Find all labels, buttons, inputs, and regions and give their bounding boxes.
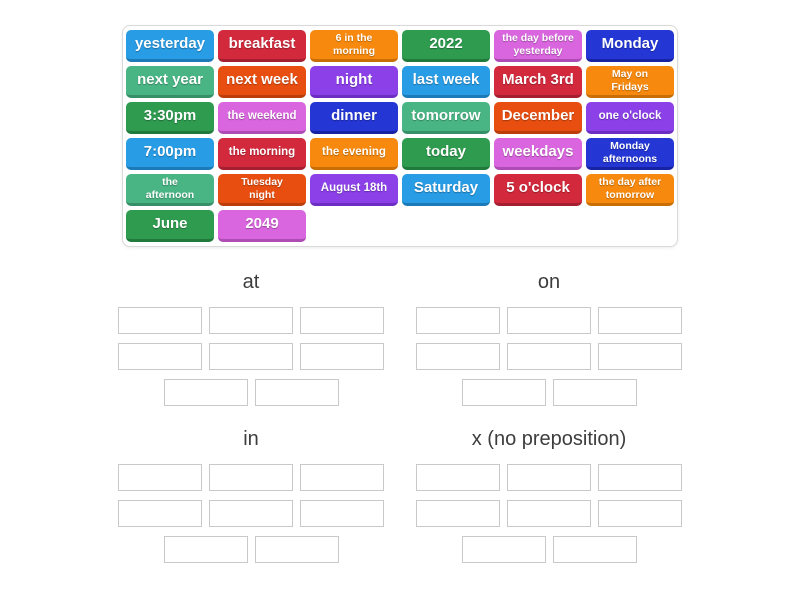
answer-slot[interactable] bbox=[598, 464, 682, 491]
word-tile[interactable]: next year bbox=[126, 66, 214, 98]
answer-slot[interactable] bbox=[507, 464, 591, 491]
word-tile[interactable]: Monday bbox=[586, 30, 674, 62]
group-label-on: on bbox=[537, 271, 561, 293]
word-tile[interactable]: the day before yesterday bbox=[494, 30, 582, 62]
group-label-at: at bbox=[242, 271, 260, 293]
word-tile[interactable]: today bbox=[402, 138, 490, 170]
word-tile[interactable]: tomorrow bbox=[402, 102, 490, 134]
word-tile[interactable]: last week bbox=[402, 66, 490, 98]
answer-slot[interactable] bbox=[507, 343, 591, 370]
answer-slot[interactable] bbox=[598, 343, 682, 370]
word-tile[interactable]: the afternoon bbox=[126, 174, 214, 206]
word-tile[interactable]: the morning bbox=[218, 138, 306, 170]
word-tile[interactable]: 2049 bbox=[218, 210, 306, 242]
group-in-slots bbox=[117, 464, 385, 563]
word-tile[interactable]: June bbox=[126, 210, 214, 242]
word-tile[interactable]: 5 o'clock bbox=[494, 174, 582, 206]
word-tile[interactable]: 2022 bbox=[402, 30, 490, 62]
answer-slot[interactable] bbox=[300, 464, 384, 491]
word-tile[interactable]: weekdays bbox=[494, 138, 582, 170]
answer-slot[interactable] bbox=[254, 379, 339, 406]
answer-slot[interactable] bbox=[598, 307, 682, 334]
word-tile[interactable]: next week bbox=[218, 66, 306, 98]
answer-slot[interactable] bbox=[507, 307, 591, 334]
word-tile[interactable]: the weekend bbox=[218, 102, 306, 134]
answer-slot[interactable] bbox=[416, 343, 500, 370]
answer-slot[interactable] bbox=[209, 343, 293, 370]
answer-slot[interactable] bbox=[416, 307, 500, 334]
group-no-preposition-slots bbox=[415, 464, 683, 563]
answer-slot[interactable] bbox=[598, 500, 682, 527]
answer-slot[interactable] bbox=[300, 500, 384, 527]
word-tile[interactable]: yesterday bbox=[126, 30, 214, 62]
word-tile[interactable]: dinner bbox=[310, 102, 398, 134]
group-no-preposition: x (no preposition) bbox=[415, 428, 683, 563]
word-tile[interactable]: the evening bbox=[310, 138, 398, 170]
answer-slot[interactable] bbox=[254, 536, 339, 563]
answer-slot[interactable] bbox=[507, 500, 591, 527]
answer-slot[interactable] bbox=[118, 343, 202, 370]
word-tile[interactable]: March 3rd bbox=[494, 66, 582, 98]
answer-slot[interactable] bbox=[118, 464, 202, 491]
word-tile[interactable]: December bbox=[494, 102, 582, 134]
answer-slot[interactable] bbox=[209, 307, 293, 334]
word-bank: yesterday breakfast 6 in the morning 202… bbox=[122, 25, 678, 247]
group-in: in bbox=[117, 428, 385, 563]
answer-slot[interactable] bbox=[552, 379, 637, 406]
word-tile[interactable]: breakfast bbox=[218, 30, 306, 62]
answer-slot[interactable] bbox=[461, 379, 546, 406]
answer-slot[interactable] bbox=[461, 536, 546, 563]
word-tile[interactable]: Tuesday night bbox=[218, 174, 306, 206]
group-at: at bbox=[117, 271, 385, 406]
word-tile[interactable]: the day after tomorrow bbox=[586, 174, 674, 206]
answer-slot[interactable] bbox=[552, 536, 637, 563]
answer-slot[interactable] bbox=[163, 379, 248, 406]
answer-slot[interactable] bbox=[118, 307, 202, 334]
group-label-no-preposition: x (no preposition) bbox=[471, 428, 627, 450]
word-tile[interactable]: August 18th bbox=[310, 174, 398, 206]
word-tile[interactable]: Monday afternoons bbox=[586, 138, 674, 170]
answer-slot[interactable] bbox=[416, 500, 500, 527]
word-tile[interactable]: Saturday bbox=[402, 174, 490, 206]
word-tile[interactable]: night bbox=[310, 66, 398, 98]
answer-slot[interactable] bbox=[163, 536, 248, 563]
answer-slot[interactable] bbox=[118, 500, 202, 527]
group-on: on bbox=[415, 271, 683, 406]
answer-slot[interactable] bbox=[300, 307, 384, 334]
answer-slot[interactable] bbox=[416, 464, 500, 491]
word-tile[interactable]: 7:00pm bbox=[126, 138, 214, 170]
word-tile[interactable]: 3:30pm bbox=[126, 102, 214, 134]
group-on-slots bbox=[415, 307, 683, 406]
word-tile[interactable]: 6 in the morning bbox=[310, 30, 398, 62]
answer-slot[interactable] bbox=[209, 464, 293, 491]
answer-slot[interactable] bbox=[300, 343, 384, 370]
word-tile[interactable]: May on Fridays bbox=[586, 66, 674, 98]
answer-slot[interactable] bbox=[209, 500, 293, 527]
word-tile[interactable]: one o'clock bbox=[586, 102, 674, 134]
group-label-in: in bbox=[243, 428, 259, 450]
group-at-slots bbox=[117, 307, 385, 406]
